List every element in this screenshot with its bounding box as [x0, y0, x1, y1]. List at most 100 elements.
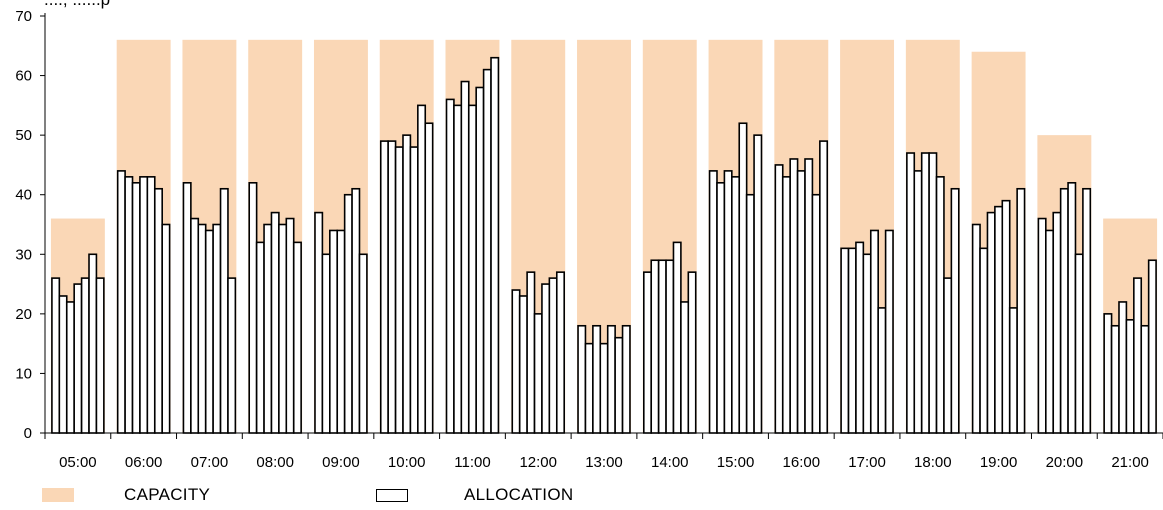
- x-tick-label: 15:00: [717, 454, 755, 471]
- allocation-bar-0900-3: [329, 229, 339, 434]
- allocation-bar-1700-5: [869, 229, 879, 434]
- allocation-bar-1500-3: [723, 170, 733, 434]
- legend-capacity-swatch: [42, 488, 74, 502]
- allocation-bar-0900-6: [351, 187, 361, 434]
- allocation-bar-0900-2: [321, 253, 331, 434]
- allocation-bar-2100-7: [1147, 259, 1157, 434]
- allocation-bar-1000-6: [417, 104, 427, 434]
- allocation-bar-1300-5: [606, 324, 616, 434]
- x-tick-label: 19:00: [980, 454, 1018, 471]
- allocation-bar-0500-7: [95, 277, 105, 434]
- allocation-bar-1500-5: [738, 122, 748, 434]
- allocation-bar-1600-4: [796, 170, 806, 434]
- allocation-bar-0500-5: [80, 277, 90, 434]
- allocation-bar-0500-3: [65, 301, 75, 434]
- allocation-bar-2100-6: [1140, 324, 1150, 434]
- x-tick-label: 14:00: [651, 454, 689, 471]
- allocation-bar-0800-5: [278, 223, 288, 434]
- allocation-bar-0900-7: [358, 253, 368, 434]
- allocation-bar-2000-7: [1082, 187, 1092, 434]
- allocation-bar-1700-3: [855, 241, 865, 434]
- legend-allocation-swatch: [376, 488, 408, 502]
- allocation-bar-2100-2: [1110, 324, 1120, 434]
- allocation-bar-1700-1: [840, 247, 850, 434]
- x-tick-label: 17:00: [848, 454, 886, 471]
- allocation-bar-1300-1: [577, 324, 587, 434]
- allocation-bar-0600-4: [139, 176, 149, 434]
- x-tick-label: 10:00: [388, 454, 426, 471]
- y-tick-label: 0: [24, 425, 32, 442]
- x-tick-label: 11:00: [454, 454, 490, 471]
- allocation-bar-1900-4: [994, 205, 1004, 434]
- allocation-bar-0600-6: [153, 187, 163, 434]
- legend-capacity-label: CAPACITY: [124, 485, 211, 504]
- allocation-bar-2100-3: [1118, 301, 1128, 434]
- allocation-bar-1000-5: [409, 146, 419, 434]
- legend-allocation: ALLOCATION: [376, 484, 573, 506]
- allocation-bar-1200-2: [518, 295, 528, 434]
- allocation-bar-1300-4: [599, 342, 609, 434]
- allocation-bar-1100-6: [482, 68, 492, 434]
- allocation-bar-1500-2: [716, 182, 726, 434]
- allocation-bar-1300-2: [584, 342, 594, 434]
- allocation-bar-1600-7: [819, 140, 829, 434]
- allocation-bar-2100-5: [1133, 277, 1143, 434]
- x-tick-label: 06:00: [125, 454, 163, 471]
- allocation-bar-1400-5: [672, 241, 682, 434]
- allocation-bar-1200-5: [541, 283, 551, 434]
- allocation-bar-1700-4: [862, 253, 872, 434]
- x-tick-label: 05:00: [59, 454, 97, 471]
- allocation-bar-0800-3: [263, 223, 273, 434]
- allocation-bar-0700-1: [182, 182, 192, 434]
- allocation-bar-1600-5: [804, 158, 814, 434]
- allocation-bar-1800-1: [906, 152, 916, 434]
- x-tick-label: 18:00: [914, 454, 952, 471]
- x-tick-label: 08:00: [256, 454, 294, 471]
- allocation-bar-1200-1: [511, 289, 521, 434]
- legend-allocation-label: ALLOCATION: [464, 485, 574, 504]
- allocation-bar-1300-3: [592, 324, 602, 434]
- x-tick-label: 07:00: [191, 454, 229, 471]
- allocation-bar-0700-7: [227, 277, 237, 434]
- allocation-bar-2100-4: [1125, 319, 1135, 434]
- allocation-bar-1000-4: [402, 134, 412, 434]
- allocation-bar-1600-6: [811, 193, 821, 434]
- allocation-bar-1900-2: [979, 247, 989, 434]
- allocation-bar-0700-5: [212, 223, 222, 434]
- allocation-bar-1900-3: [986, 211, 996, 434]
- allocation-bar-1600-3: [789, 158, 799, 434]
- allocation-bar-1800-7: [950, 187, 960, 434]
- allocation-bar-1200-7: [555, 271, 565, 434]
- allocation-bar-0600-1: [116, 170, 126, 434]
- x-tick-label: 16:00: [783, 454, 821, 471]
- allocation-bar-0500-1: [51, 277, 61, 434]
- allocation-bar-2000-6: [1074, 253, 1084, 434]
- allocation-bar-0900-5: [343, 193, 353, 434]
- x-tick-label: 12:00: [519, 454, 557, 471]
- legend-capacity: CAPACITY: [42, 484, 210, 506]
- allocation-bar-2000-2: [1045, 229, 1055, 434]
- allocation-bar-0700-6: [219, 187, 229, 434]
- x-tick-label: 20:00: [1046, 454, 1084, 471]
- allocation-bar-1400-7: [687, 271, 697, 434]
- allocation-bar-1300-6: [614, 336, 624, 434]
- allocation-bar-1200-3: [526, 271, 536, 434]
- allocation-bar-1200-4: [533, 313, 543, 434]
- allocation-bar-1500-6: [745, 193, 755, 434]
- allocation-bar-1500-1: [708, 170, 718, 434]
- allocation-bar-1800-6: [943, 277, 953, 434]
- y-tick-label: 10: [15, 365, 32, 382]
- allocation-bar-0600-2: [124, 176, 134, 434]
- allocation-bar-1800-3: [920, 152, 930, 434]
- allocation-bar-1400-4: [665, 259, 675, 434]
- allocation-bar-0500-4: [73, 283, 83, 434]
- allocation-bar-1400-3: [657, 259, 667, 434]
- x-tick-label: 13:00: [585, 454, 623, 471]
- allocation-bar-1100-7: [490, 56, 500, 434]
- allocation-bar-2000-1: [1037, 217, 1047, 434]
- allocation-bar-0700-3: [197, 223, 207, 434]
- capacity-allocation-chart: 05:00 06:00 07:00 08:00 09:00 10:00 11:00 12:00…: [15, 8, 1163, 471]
- axes: 05:00 06:00 07:00 08:00 09:00 10:00 11:00 12:00…: [15, 8, 1163, 471]
- y-tick-label: 40: [15, 187, 32, 204]
- allocation-bar-0800-1: [248, 182, 258, 434]
